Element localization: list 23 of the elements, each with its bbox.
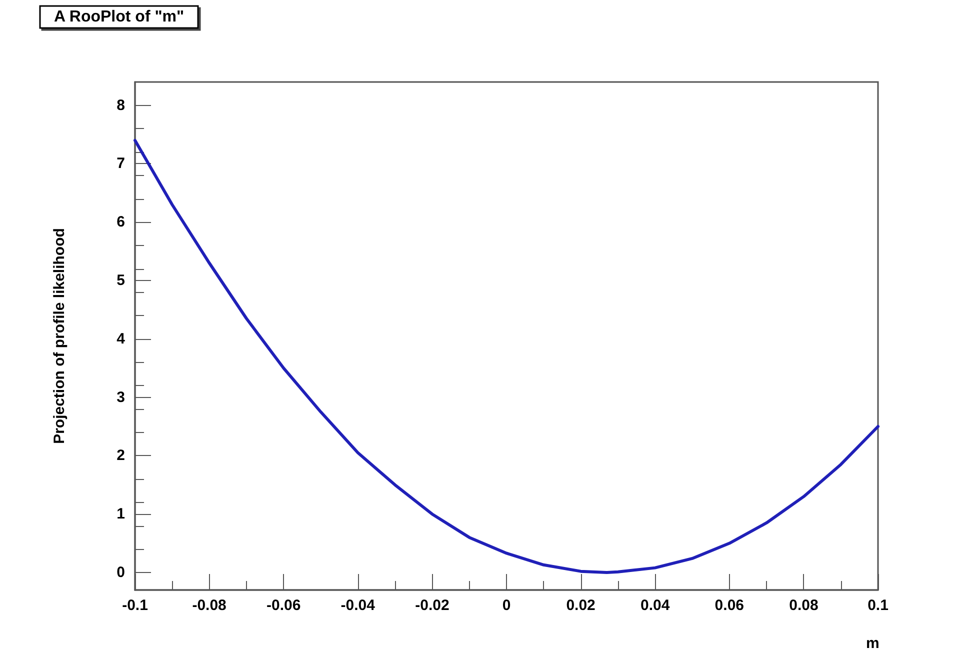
- y-tick-label: 0: [116, 564, 125, 581]
- x-tick-label: 0.02: [566, 597, 596, 614]
- y-tick-label: 5: [116, 272, 125, 290]
- y-tick-label: 1: [116, 506, 125, 523]
- y-tick-label: 2: [116, 447, 125, 464]
- x-axis-title: m: [866, 635, 880, 652]
- x-tick-label: -0.06: [266, 597, 301, 614]
- chart-title: A RooPlot of "m": [54, 8, 184, 26]
- y-tick-label: 3: [116, 388, 125, 406]
- y-axis-title: Projection of profile likelihood: [51, 228, 68, 444]
- x-tick-label: 0.1: [868, 597, 888, 614]
- x-tick-label: 0.04: [640, 597, 670, 614]
- x-tick-label: -0.02: [415, 597, 450, 614]
- x-tick-label: -0.1: [122, 597, 148, 614]
- y-tick-label: 4: [116, 330, 126, 348]
- x-tick-label: 0: [502, 597, 511, 614]
- x-tick-label: 0.06: [714, 597, 744, 614]
- x-tick-label: -0.04: [340, 597, 376, 614]
- x-tick-label: 0.08: [789, 597, 818, 614]
- y-tick-label: 7: [116, 155, 125, 172]
- x-tick-label: -0.08: [192, 597, 226, 614]
- y-tick-label: 8: [116, 96, 125, 114]
- y-tick-label: 6: [116, 214, 125, 231]
